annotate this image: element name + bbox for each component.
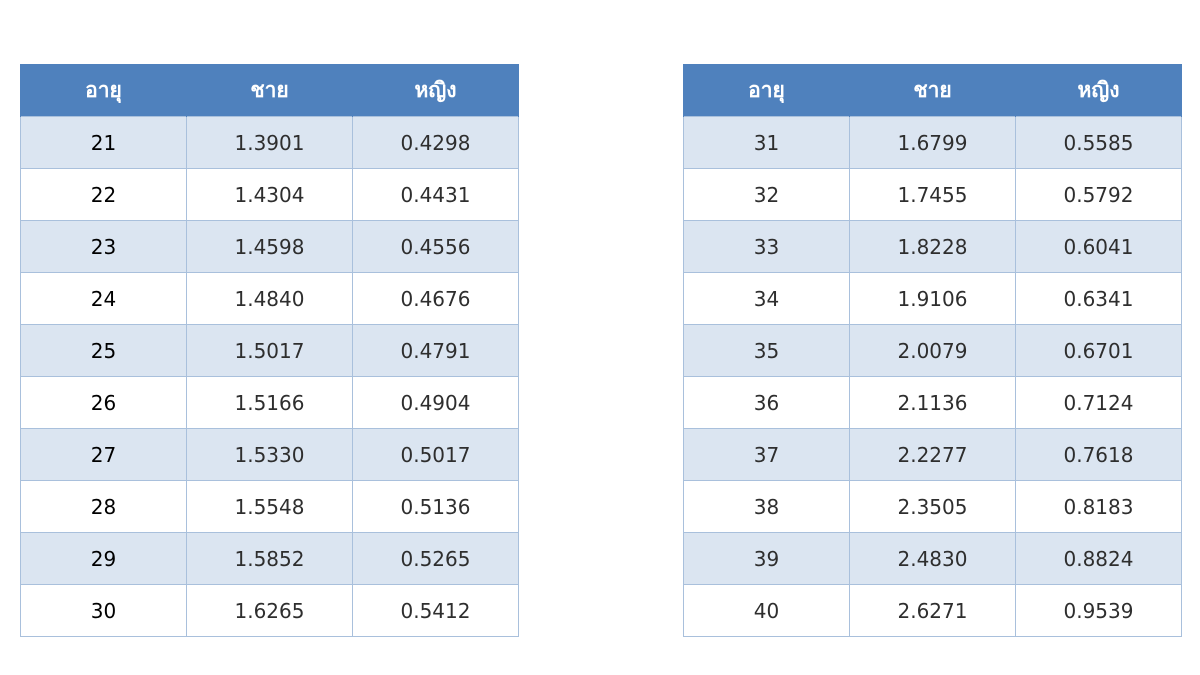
cell-age: 33 [683, 220, 850, 273]
table-row: 35 2.0079 0.6701 [683, 324, 1182, 377]
table-row: 26 1.5166 0.4904 [20, 376, 519, 429]
column-header-female: หญิง [352, 64, 519, 117]
column-header-age: อายุ [683, 64, 850, 117]
cell-male: 1.6265 [186, 584, 353, 637]
table-row: 22 1.4304 0.4431 [20, 168, 519, 221]
cell-age: 29 [20, 532, 187, 585]
table-row: 23 1.4598 0.4556 [20, 220, 519, 273]
cell-age: 37 [683, 428, 850, 481]
cell-age: 25 [20, 324, 187, 377]
cell-age: 38 [683, 480, 850, 533]
cell-female: 0.6341 [1015, 272, 1182, 325]
cell-male: 2.6271 [849, 584, 1016, 637]
cell-female: 0.4298 [352, 116, 519, 169]
cell-female: 0.5792 [1015, 168, 1182, 221]
cell-age: 40 [683, 584, 850, 637]
cell-male: 1.9106 [849, 272, 1016, 325]
cell-male: 1.4840 [186, 272, 353, 325]
table-row: 40 2.6271 0.9539 [683, 584, 1182, 637]
table-row: 24 1.4840 0.4676 [20, 272, 519, 325]
cell-age: 31 [683, 116, 850, 169]
cell-male: 1.4598 [186, 220, 353, 273]
cell-female: 0.6041 [1015, 220, 1182, 273]
cell-male: 2.1136 [849, 376, 1016, 429]
table-header-row: อายุ ชาย หญิง [20, 64, 519, 117]
table-row: 33 1.8228 0.6041 [683, 220, 1182, 273]
cell-age: 32 [683, 168, 850, 221]
table-header-row: อายุ ชาย หญิง [683, 64, 1182, 117]
cell-age: 30 [20, 584, 187, 637]
cell-female: 0.7618 [1015, 428, 1182, 481]
cell-male: 1.6799 [849, 116, 1016, 169]
cell-age: 39 [683, 532, 850, 585]
table-row: 32 1.7455 0.5792 [683, 168, 1182, 221]
cell-age: 28 [20, 480, 187, 533]
cell-female: 0.6701 [1015, 324, 1182, 377]
table-row: 34 1.9106 0.6341 [683, 272, 1182, 325]
cell-male: 2.0079 [849, 324, 1016, 377]
cell-age: 35 [683, 324, 850, 377]
cell-male: 1.5330 [186, 428, 353, 481]
cell-age: 27 [20, 428, 187, 481]
age-table-right: อายุ ชาย หญิง 31 1.6799 0.5585 32 1.7455 0.57… [683, 64, 1182, 637]
cell-female: 0.4556 [352, 220, 519, 273]
cell-female: 0.7124 [1015, 376, 1182, 429]
cell-female: 0.4676 [352, 272, 519, 325]
age-table-left: อายุ ชาย หญิง 21 1.3901 0.4298 22 1.4304 0.44… [20, 64, 519, 637]
cell-male: 1.7455 [849, 168, 1016, 221]
cell-male: 1.3901 [186, 116, 353, 169]
table-row: 39 2.4830 0.8824 [683, 532, 1182, 585]
cell-female: 0.4904 [352, 376, 519, 429]
cell-male: 1.5548 [186, 480, 353, 533]
cell-female: 0.4431 [352, 168, 519, 221]
cell-age: 21 [20, 116, 187, 169]
cell-age: 34 [683, 272, 850, 325]
cell-age: 36 [683, 376, 850, 429]
table-row: 37 2.2277 0.7618 [683, 428, 1182, 481]
cell-age: 24 [20, 272, 187, 325]
cell-female: 0.8824 [1015, 532, 1182, 585]
cell-male: 1.4304 [186, 168, 353, 221]
table-row: 25 1.5017 0.4791 [20, 324, 519, 377]
cell-female: 0.9539 [1015, 584, 1182, 637]
table-row: 28 1.5548 0.5136 [20, 480, 519, 533]
cell-female: 0.5412 [352, 584, 519, 637]
cell-male: 1.5166 [186, 376, 353, 429]
column-header-female: หญิง [1015, 64, 1182, 117]
cell-age: 26 [20, 376, 187, 429]
cell-age: 23 [20, 220, 187, 273]
table-row: 21 1.3901 0.4298 [20, 116, 519, 169]
column-header-male: ชาย [186, 64, 353, 117]
table-row: 36 2.1136 0.7124 [683, 376, 1182, 429]
cell-male: 2.2277 [849, 428, 1016, 481]
cell-male: 1.8228 [849, 220, 1016, 273]
table-row: 31 1.6799 0.5585 [683, 116, 1182, 169]
cell-female: 0.4791 [352, 324, 519, 377]
cell-female: 0.5585 [1015, 116, 1182, 169]
cell-male: 1.5017 [186, 324, 353, 377]
table-row: 29 1.5852 0.5265 [20, 532, 519, 585]
cell-female: 0.8183 [1015, 480, 1182, 533]
cell-female: 0.5265 [352, 532, 519, 585]
cell-age: 22 [20, 168, 187, 221]
table-row: 38 2.3505 0.8183 [683, 480, 1182, 533]
cell-male: 1.5852 [186, 532, 353, 585]
table-row: 30 1.6265 0.5412 [20, 584, 519, 637]
column-header-age: อายุ [20, 64, 187, 117]
column-header-male: ชาย [849, 64, 1016, 117]
cell-male: 2.3505 [849, 480, 1016, 533]
table-row: 27 1.5330 0.5017 [20, 428, 519, 481]
cell-male: 2.4830 [849, 532, 1016, 585]
cell-female: 0.5017 [352, 428, 519, 481]
cell-female: 0.5136 [352, 480, 519, 533]
